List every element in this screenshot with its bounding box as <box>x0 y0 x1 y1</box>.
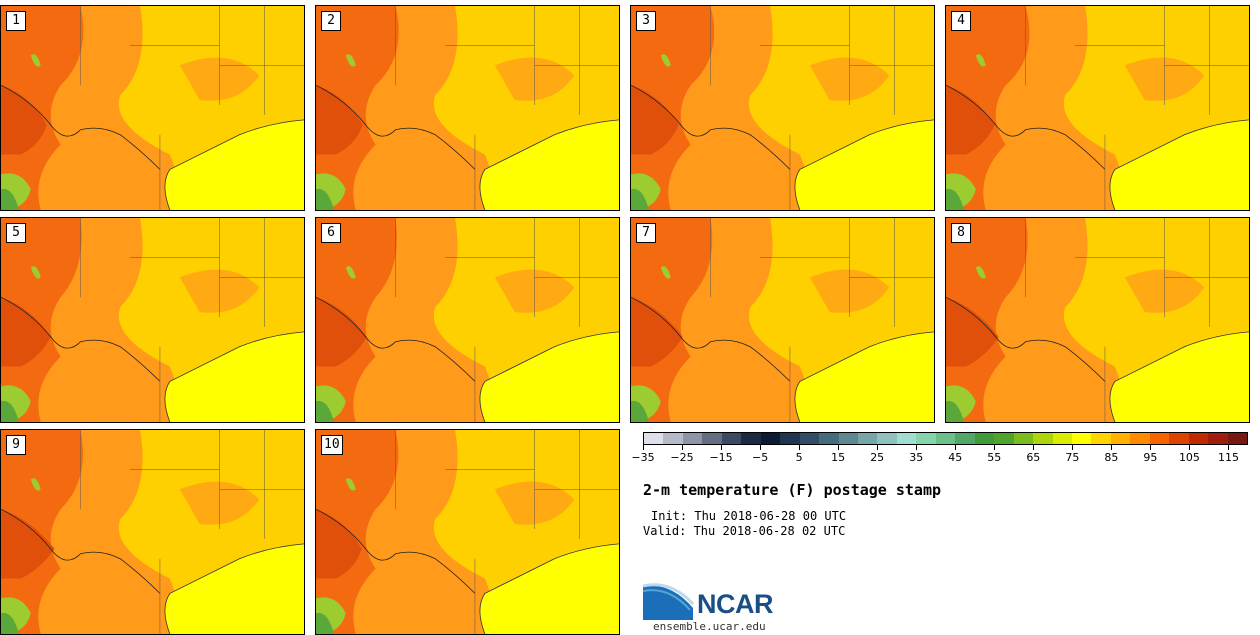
colorbar-tick-label: 95 <box>1143 451 1158 464</box>
map-panel-3: 3 <box>630 5 935 211</box>
colorbar-tick <box>1189 445 1191 450</box>
colorbar-swatch <box>819 433 839 444</box>
colorbar-swatch <box>877 433 897 444</box>
map-panel-8: 8 <box>945 217 1250 423</box>
colorbar-tick-label: 105 <box>1178 451 1200 464</box>
colorbar-swatch <box>1110 433 1131 444</box>
colorbar-swatch <box>663 433 683 444</box>
colorbar-tick-label: 15 <box>831 451 846 464</box>
colorbar-tick-label: 65 <box>1026 451 1041 464</box>
panel-number: 6 <box>321 223 341 243</box>
colorbar-swatch <box>1169 433 1189 444</box>
colorbar-swatch <box>838 433 858 444</box>
colorbar-swatch <box>780 433 800 444</box>
colorbar-tick-label: −5 <box>751 451 769 464</box>
map-panel-10: 10 <box>315 429 620 635</box>
colorbar-tick <box>1072 445 1074 450</box>
colorbar-swatch <box>799 433 820 444</box>
colorbar-tick-label: 55 <box>987 451 1002 464</box>
site-url: ensemble.ucar.edu <box>653 620 766 633</box>
colorbar-tick-label: 5 <box>795 451 803 464</box>
colorbar-tick <box>994 445 996 450</box>
valid-time: Valid: Thu 2018-06-28 02 UTC <box>643 524 846 538</box>
colorbar-swatch <box>955 433 975 444</box>
colorbar-tick <box>682 445 684 450</box>
colorbar-tick-label: 115 <box>1217 451 1239 464</box>
colorbar-tick <box>1228 445 1230 450</box>
colorbar-tick <box>760 445 762 450</box>
colorbar-tick <box>955 445 957 450</box>
colorbar-swatch <box>994 433 1014 444</box>
ncar-logo-text: NCAR <box>697 589 774 619</box>
colorbar-swatch <box>1091 433 1111 444</box>
colorbar-swatch <box>741 433 761 444</box>
colorbar-swatch <box>1033 433 1053 444</box>
colorbar-tick <box>838 445 840 450</box>
map-panel-7: 7 <box>630 217 935 423</box>
colorbar-swatch <box>1208 433 1228 444</box>
map-panel-5: 5 <box>0 217 305 423</box>
map-panel-6: 6 <box>315 217 620 423</box>
colorbar-swatch <box>896 433 917 444</box>
colorbar-tick-label: 45 <box>948 451 963 464</box>
colorbar-swatch <box>1130 433 1150 444</box>
colorbar-swatch <box>682 433 703 444</box>
colorbar-swatch <box>974 433 995 444</box>
colorbar-swatch <box>1227 433 1248 444</box>
colorbar-tick-label: 35 <box>909 451 924 464</box>
colorbar-swatch <box>721 433 742 444</box>
panel-number: 10 <box>321 435 343 455</box>
colorbar-swatch <box>1071 433 1092 444</box>
colorbar-tick <box>1150 445 1152 450</box>
map-title: 2-m temperature (F) postage stamp <box>643 481 942 499</box>
colorbar-swatch <box>760 433 781 444</box>
colorbar-tick <box>1111 445 1113 450</box>
colorbar-tick-label: −15 <box>709 451 733 464</box>
init-time: Init: Thu 2018-06-28 00 UTC <box>651 509 847 523</box>
colorbar-swatch <box>935 433 956 444</box>
colorbar-tick <box>1033 445 1035 450</box>
panel-number: 3 <box>636 11 656 31</box>
colorbar-tick <box>799 445 801 450</box>
colorbar-tick <box>916 445 918 450</box>
colorbar-swatch <box>1013 433 1034 444</box>
colorbar-tick <box>643 445 644 450</box>
ncar-logo-icon <box>643 583 695 620</box>
colorbar-swatch <box>1149 433 1170 444</box>
colorbar-swatch <box>702 433 722 444</box>
map-panel-9: 9 <box>0 429 305 635</box>
panel-number: 4 <box>951 11 971 31</box>
panel-number: 8 <box>951 223 971 243</box>
panel-number: 5 <box>6 223 26 243</box>
colorbar-labels: −35 −25 −15 −5 5 15 25 35 45 55 65 75 85 95 105 115 <box>631 451 1248 467</box>
panel-number: 9 <box>6 435 26 455</box>
panel-number: 1 <box>6 11 26 31</box>
colorbar-swatch <box>644 433 664 444</box>
panel-number: 2 <box>321 11 341 31</box>
map-panel-1: 1 <box>0 5 305 211</box>
colorbar-tick-label: 25 <box>870 451 885 464</box>
colorbar-ticks <box>643 445 1248 450</box>
colorbar-swatch <box>1052 433 1072 444</box>
colorbar <box>643 432 1248 445</box>
map-panel-4: 4 <box>945 5 1250 211</box>
colorbar-tick <box>877 445 879 450</box>
colorbar-swatch <box>916 433 936 444</box>
colorbar-tick-label: 85 <box>1104 451 1119 464</box>
colorbar-swatch <box>1188 433 1209 444</box>
map-panel-2: 2 <box>315 5 620 211</box>
colorbar-tick-label: −25 <box>670 451 694 464</box>
colorbar-tick <box>721 445 723 450</box>
panel-number: 7 <box>636 223 656 243</box>
colorbar-swatch <box>857 433 878 444</box>
colorbar-tick-label: 75 <box>1065 451 1080 464</box>
colorbar-tick-label: −35 <box>631 451 655 464</box>
